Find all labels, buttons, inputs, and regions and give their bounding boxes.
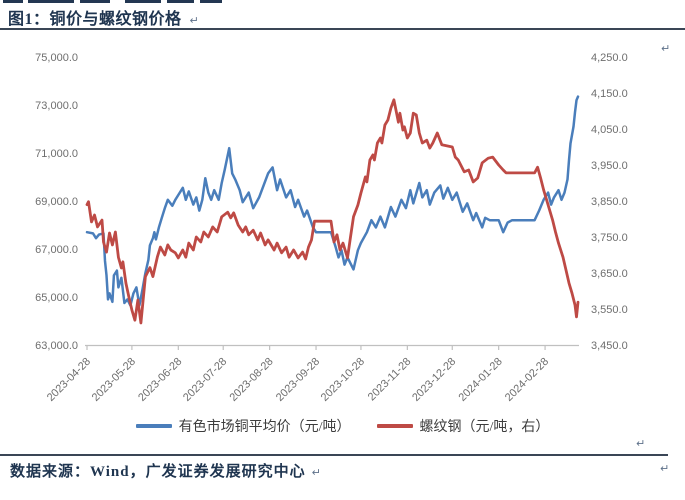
data-source-row: 数据来源：Wind，广发证券发展研究中心 ↵ [10,460,321,481]
clipped-text-fragment [200,0,222,3]
left-axis-tick-label: 69,000.0 [35,196,78,208]
rebar-series-label: 螺纹钢（元/吨，右） [419,420,550,435]
paragraph-mark-icon: ↵ [660,462,670,475]
left-axis-tick-label: 73,000.0 [35,100,78,112]
paragraph-mark-icon: ↵ [311,466,321,479]
right-axis-tick-label: 4,050.0 [591,124,628,136]
legend-item-copper: 有色市场铜平均价（元/吨） [135,416,351,436]
x-axis-tick-label: 2023-07-28 [181,356,229,404]
copper-series-label: 有色市场铜平均价（元/吨） [178,420,351,435]
rebar-price-line [85,98,580,325]
x-axis-tick-label: 2023-12-28 [410,356,458,404]
figure-title: 图1：铜价与螺纹钢价格 [8,11,182,28]
right-axis-tick-label: 4,150.0 [591,88,628,100]
x-axis-tick-label: 2024-02-28 [503,356,551,404]
clipped-text-fragment [125,0,161,3]
right-axis-tick-label: 3,550.0 [591,304,628,316]
x-axis-tick-label: 2023-09-28 [274,356,322,404]
left-axis-tick-label: 75,000.0 [35,52,78,64]
x-axis-tick-label: 2023-11-28 [366,356,414,404]
right-axis-tick-label: 3,950.0 [591,160,628,172]
caption-divider-line [0,28,685,30]
legend-item-rebar: 螺纹钢（元/吨，右） [376,416,550,436]
paragraph-mark-icon: ↵ [661,42,671,55]
right-axis-tick-label: 3,850.0 [591,196,628,208]
left-axis-tick-label: 67,000.0 [35,244,78,256]
right-axis-tick-label: 4,250.0 [591,52,628,64]
paragraph-mark-icon: ↵ [189,14,199,27]
rebar-series-swatch [376,424,413,428]
x-axis-tick-label: 2023-08-28 [227,356,275,404]
figure-caption-row: 图1：铜价与螺纹钢价格 ↵ [8,5,199,29]
x-axis-tick-label: 2023-06-28 [136,356,184,404]
right-axis-tick-label: 3,450.0 [591,340,628,352]
x-axis-tick-label: 2023-04-28 [45,356,93,404]
x-axis-tick-label: 2023-05-28 [90,356,138,404]
clipped-text-fragment [80,0,110,3]
left-axis-tick-label: 65,000.0 [35,292,78,304]
right-axis-tick-label: 3,650.0 [591,268,628,280]
clipped-text-fragment [167,0,194,3]
clipped-text-fragment [3,0,23,3]
x-axis-tick-label: 2024-01-28 [457,356,505,404]
left-axis-tick-label: 63,000.0 [35,340,78,352]
footer-divider-line [0,454,668,456]
chart-legend: 有色市场铜平均价（元/吨） 螺纹钢（元/吨，右） [0,416,685,436]
copper-avg-price-line [85,95,580,307]
data-source-text: 数据来源：Wind，广发证券发展研究中心 [10,464,306,480]
left-axis-tick-label: 71,000.0 [35,148,78,160]
right-axis-tick-label: 3,750.0 [591,232,628,244]
x-axis-tick-label: 2023-10-28 [319,356,367,404]
copper-series-swatch [135,424,172,428]
clipped-text-fragment [28,0,74,3]
paragraph-mark-icon: ↵ [636,437,646,450]
